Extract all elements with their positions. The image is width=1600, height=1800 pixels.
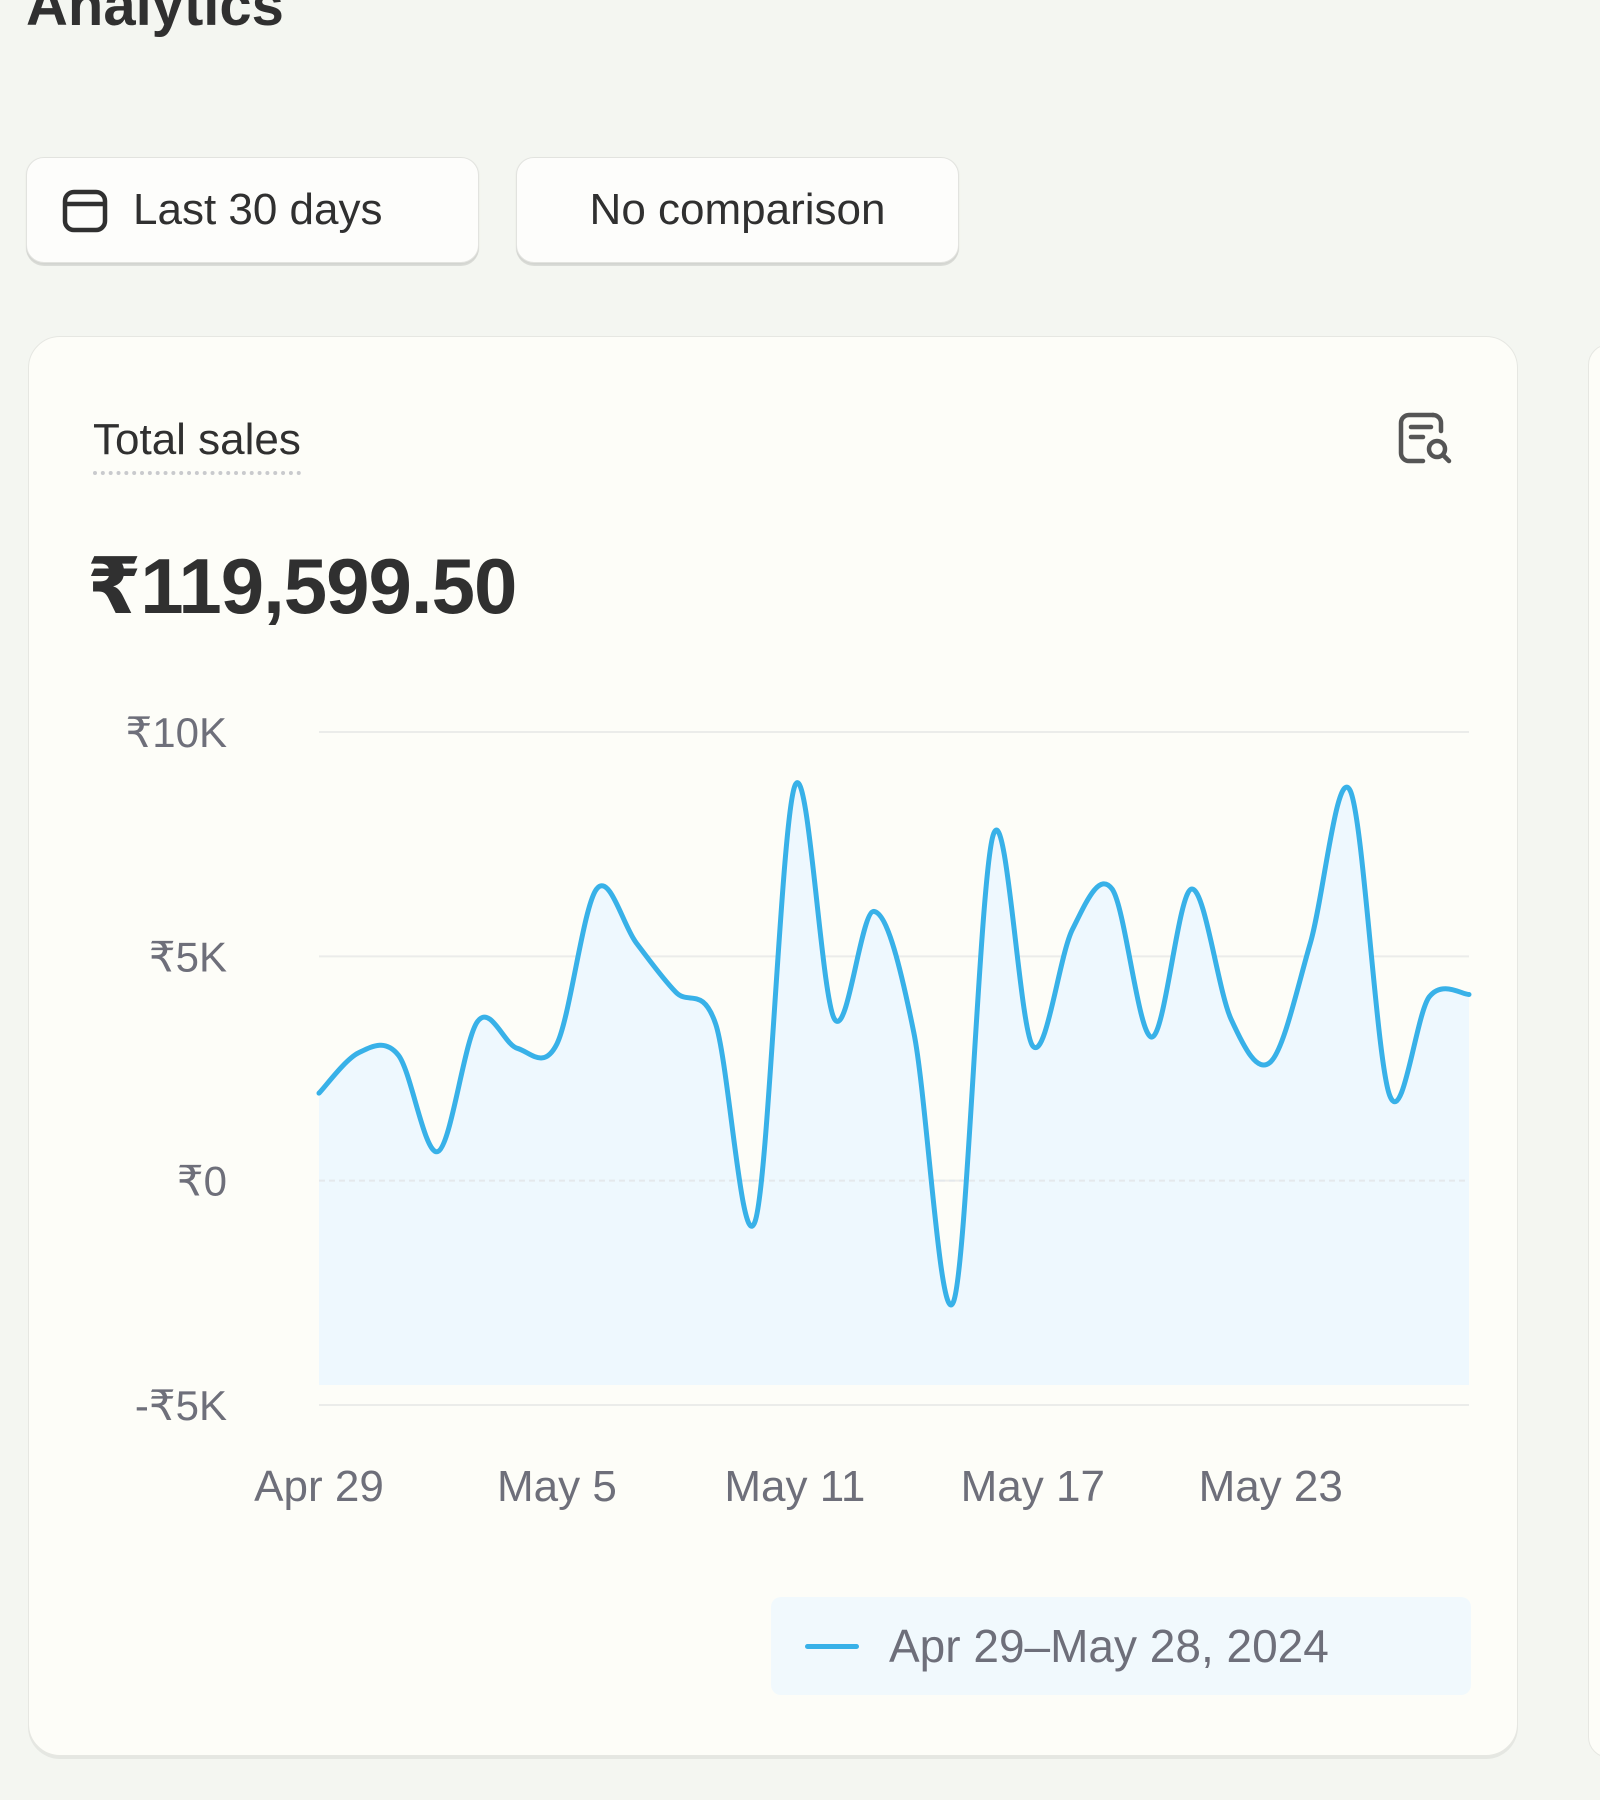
y-tick-label: ₹0: [177, 1158, 227, 1205]
legend-swatch: [805, 1643, 859, 1649]
page-title: Analytics: [26, 0, 284, 38]
calendar-icon: [59, 184, 111, 236]
series-line: [316, 780, 1472, 1308]
series-area: [319, 782, 1469, 1385]
x-tick-label: May 23: [1199, 1462, 1343, 1511]
card-title[interactable]: Total sales: [93, 415, 301, 475]
adjacent-card-edge: [1588, 344, 1600, 1758]
total-sales-card: Total sales ₹119,599.50 ₹10K ₹5K ₹0 -₹5K Apr…: [28, 336, 1518, 1756]
explore-report-icon[interactable]: [1395, 409, 1455, 469]
total-sales-value: ₹119,599.50: [87, 542, 517, 630]
y-tick-label: ₹10K: [126, 709, 227, 756]
comparison-label: No comparison: [589, 185, 886, 234]
date-range-label: Last 30 days: [133, 185, 383, 234]
x-tick-label: May 17: [961, 1462, 1105, 1511]
y-tick-label: ₹5K: [149, 933, 227, 980]
y-tick-label: -₹5K: [135, 1382, 227, 1429]
chart-legend[interactable]: Apr 29–May 28, 2024: [771, 1597, 1471, 1695]
x-tick-label: Apr 29: [254, 1462, 384, 1511]
x-tick-label: May 11: [724, 1462, 865, 1511]
x-tick-label: May 5: [497, 1462, 617, 1511]
legend-label: Apr 29–May 28, 2024: [889, 1620, 1329, 1672]
date-range-button[interactable]: Last 30 days: [26, 157, 479, 263]
comparison-button[interactable]: No comparison: [516, 157, 959, 263]
sales-chart: ₹10K ₹5K ₹0 -₹5K Apr 29 May 5 May 11 May 17 May …: [126, 709, 1472, 1511]
